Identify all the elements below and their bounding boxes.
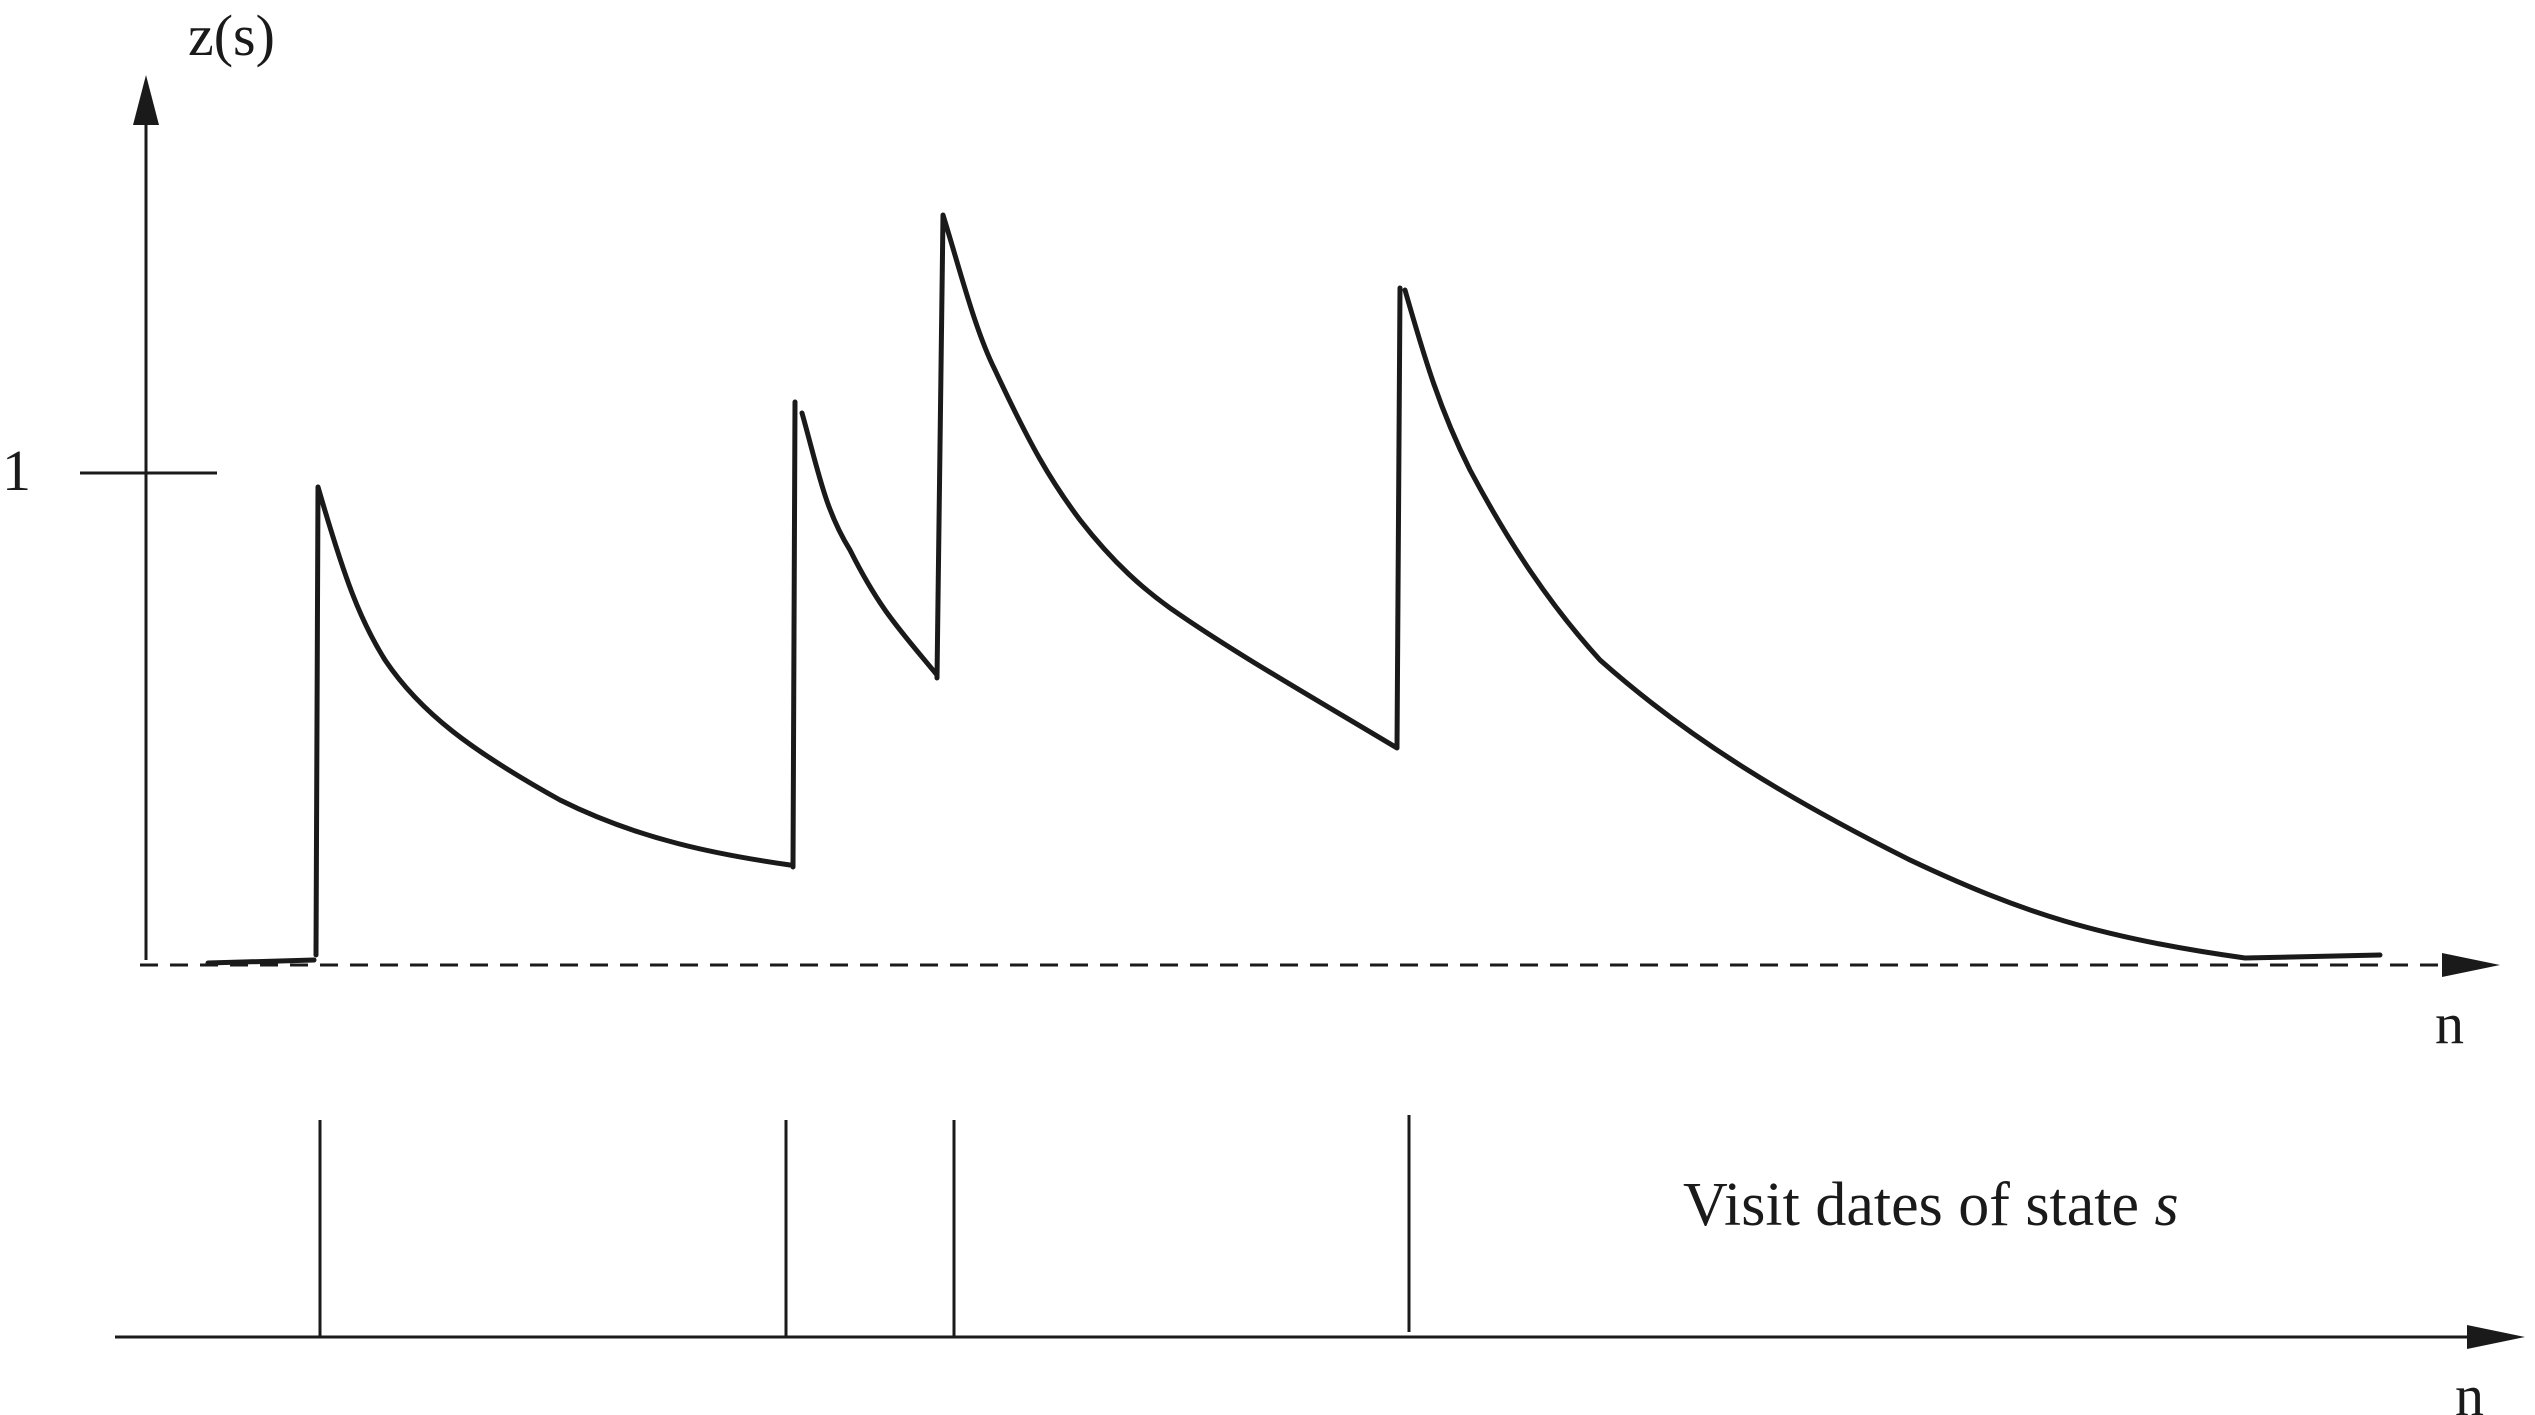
- visit-dates-caption: Visit dates of state s: [1683, 1171, 2179, 1239]
- eligibility-trace-curve: [205, 212, 2383, 966]
- y-tick-label: 1: [2, 438, 31, 503]
- x-axis-label-top: n: [2435, 991, 2464, 1056]
- y-axis-arrow-icon: [133, 75, 159, 125]
- y-axis-label: z(s): [188, 3, 275, 68]
- caption-state-var: s: [2155, 1171, 2179, 1239]
- timeline-arrow-icon: [2467, 1325, 2525, 1349]
- x-axis-arrow-icon: [2442, 953, 2500, 977]
- x-axis-label-bottom: n: [2455, 1363, 2484, 1415]
- caption-text: Visit dates of state: [1683, 1171, 2155, 1239]
